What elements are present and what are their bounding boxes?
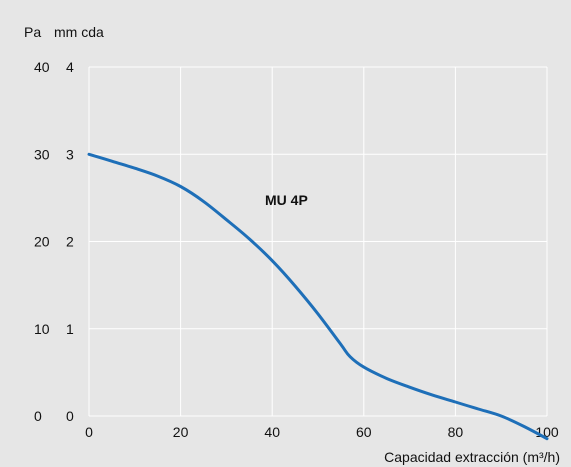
y-tick-label-pa: 40 [34, 59, 50, 75]
x-tick-label: 80 [448, 424, 464, 440]
y-tick-label-pa: 30 [34, 146, 50, 162]
y-tick-label-pa: 0 [34, 408, 42, 424]
y-tick-label-mmcda: 0 [66, 408, 74, 424]
x-tick-label: 60 [356, 424, 372, 440]
y-tick-label-mmcda: 4 [66, 59, 74, 75]
x-axis-label: Capacidad extracción (m³/h) [384, 449, 560, 465]
x-tick-label: 40 [264, 424, 280, 440]
y-axis-ticks: 0 0 10 1 20 2 30 3 40 4 [34, 59, 74, 424]
x-tick-label: 0 [85, 424, 93, 440]
y-tick-label-pa: 10 [34, 321, 50, 337]
x-axis-ticks: 0 20 40 60 80 100 [85, 424, 559, 440]
grid [88, 66, 548, 417]
y-axis-unit-mmcda: mm cda [54, 24, 104, 40]
series-line-mu-4p [87, 152, 549, 441]
x-tick-label: 20 [173, 424, 189, 440]
y-tick-label-mmcda: 1 [66, 321, 74, 337]
y-tick-label-pa: 20 [34, 234, 50, 250]
y-tick-label-mmcda: 3 [66, 146, 74, 162]
y-axis-unit-pa: Pa [24, 24, 41, 40]
y-tick-label-mmcda: 2 [66, 234, 74, 250]
series-label-mu-4p: MU 4P [265, 192, 308, 208]
